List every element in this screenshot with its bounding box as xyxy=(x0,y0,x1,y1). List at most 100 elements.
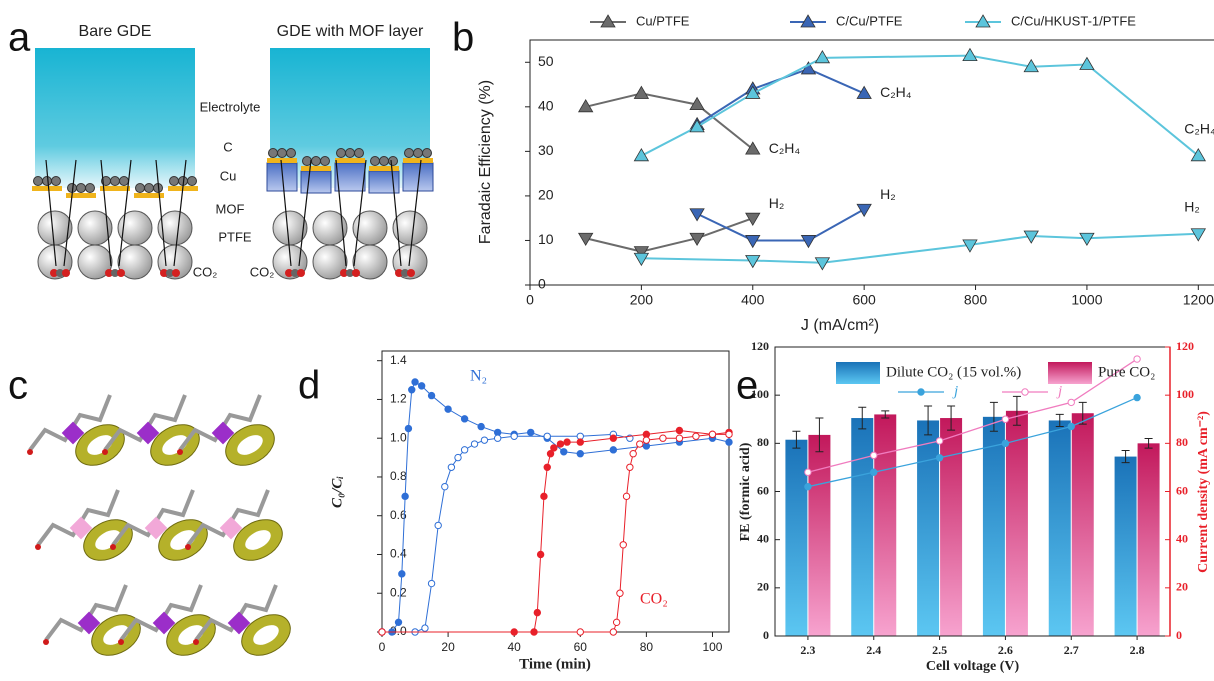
co2-molecule xyxy=(352,269,360,277)
marker xyxy=(622,492,631,501)
marker xyxy=(1079,56,1095,70)
x-tick-label: 600 xyxy=(852,292,876,308)
flow-arrow xyxy=(280,159,292,267)
flow-arrow xyxy=(63,159,77,267)
mof-block xyxy=(300,170,332,194)
carbon xyxy=(119,176,129,186)
marker xyxy=(689,119,705,133)
marker xyxy=(633,246,650,260)
marker xyxy=(411,378,419,386)
electrolyte xyxy=(35,48,195,188)
marker xyxy=(870,451,878,460)
marker xyxy=(421,624,429,632)
carbon xyxy=(336,148,346,158)
carbon xyxy=(345,148,355,158)
co2-molecule xyxy=(117,269,125,277)
flow-arrow xyxy=(100,159,112,267)
ptfe-ball xyxy=(352,244,388,280)
carbon xyxy=(187,176,197,186)
oxygen xyxy=(102,449,108,455)
bar xyxy=(982,416,1005,636)
y-tick-label: 50 xyxy=(538,53,554,69)
error-bar xyxy=(858,406,867,430)
co2-molecule xyxy=(297,269,305,277)
y-tick-label: 20 xyxy=(538,187,554,203)
series-annotation: C₂H₄ xyxy=(769,140,801,156)
marker xyxy=(454,453,462,462)
marker xyxy=(447,463,456,471)
marker xyxy=(417,382,426,390)
bar xyxy=(1114,456,1137,636)
error-bar xyxy=(924,405,933,436)
ptfe-ball xyxy=(77,244,113,280)
marker xyxy=(689,232,705,247)
oxygen xyxy=(118,639,124,645)
y-tick-label: 0.4 xyxy=(390,547,407,561)
marker xyxy=(629,450,637,458)
y-tick-label: 1.0 xyxy=(390,430,407,444)
carbon xyxy=(379,156,389,166)
x-tick-label: 1200 xyxy=(1183,292,1214,308)
marker xyxy=(708,430,717,439)
marker xyxy=(477,422,485,431)
legend-marker xyxy=(975,14,991,28)
panel-label: b xyxy=(452,16,474,60)
cu-layer xyxy=(66,193,96,198)
y-axis-title: FE (formic acid) xyxy=(738,442,753,541)
metal-node xyxy=(69,516,93,540)
cu-layer xyxy=(267,158,297,163)
marker xyxy=(962,239,978,253)
oxygen xyxy=(110,544,116,550)
carbon xyxy=(144,183,154,193)
y-tick-label: 40 xyxy=(757,531,769,545)
flow-arrow xyxy=(155,159,167,267)
carbon xyxy=(51,176,61,186)
legend-label: C/Cu/HKUST-1/PTFE xyxy=(1011,13,1136,28)
x-tick-label: 2.4 xyxy=(866,643,881,657)
marker xyxy=(527,428,535,437)
marker xyxy=(609,628,618,636)
marker xyxy=(856,203,872,218)
flow-arrow xyxy=(335,159,347,267)
marker xyxy=(962,47,978,61)
y-tick-label: 0.8 xyxy=(390,469,407,483)
marker xyxy=(689,96,705,110)
series-annotation: N₂ xyxy=(470,368,487,385)
co2-molecule xyxy=(395,269,403,277)
y2-tick-label: 80 xyxy=(1176,435,1188,449)
marker xyxy=(460,415,469,423)
carbon xyxy=(33,176,43,186)
marker xyxy=(745,212,761,226)
cu-layer xyxy=(403,158,433,163)
co2-molecule xyxy=(291,269,299,277)
y-tick-label: 40 xyxy=(538,98,554,114)
marker xyxy=(804,482,812,491)
y2-tick-label: 120 xyxy=(1176,339,1194,353)
y-tick-label: 0.6 xyxy=(390,508,407,522)
marker xyxy=(804,468,812,476)
marker xyxy=(470,440,479,448)
y-tick-label: 20 xyxy=(757,580,769,594)
carbon xyxy=(311,156,321,166)
diagram-label: PTFE xyxy=(218,229,252,244)
marker xyxy=(609,446,618,454)
cu-layer xyxy=(301,166,331,171)
bar xyxy=(874,414,897,636)
series-annotation: CO₂ xyxy=(640,591,668,608)
carbon xyxy=(110,176,120,186)
y-tick-label: 10 xyxy=(538,231,554,247)
marker xyxy=(444,405,452,413)
mof-block xyxy=(334,162,366,192)
plot-frame xyxy=(529,39,1214,286)
marker xyxy=(563,438,571,446)
series-line xyxy=(382,433,630,633)
error-bar xyxy=(792,430,801,449)
marker xyxy=(1023,230,1039,244)
metal-node xyxy=(77,611,101,635)
co2-molecule xyxy=(285,269,293,277)
flow-arrow xyxy=(45,159,57,267)
legend-label: Dilute CO₂ (15 vol.%) xyxy=(886,364,1021,380)
x-tick-label: 400 xyxy=(741,292,765,308)
marker xyxy=(378,628,386,636)
marker xyxy=(633,148,650,162)
